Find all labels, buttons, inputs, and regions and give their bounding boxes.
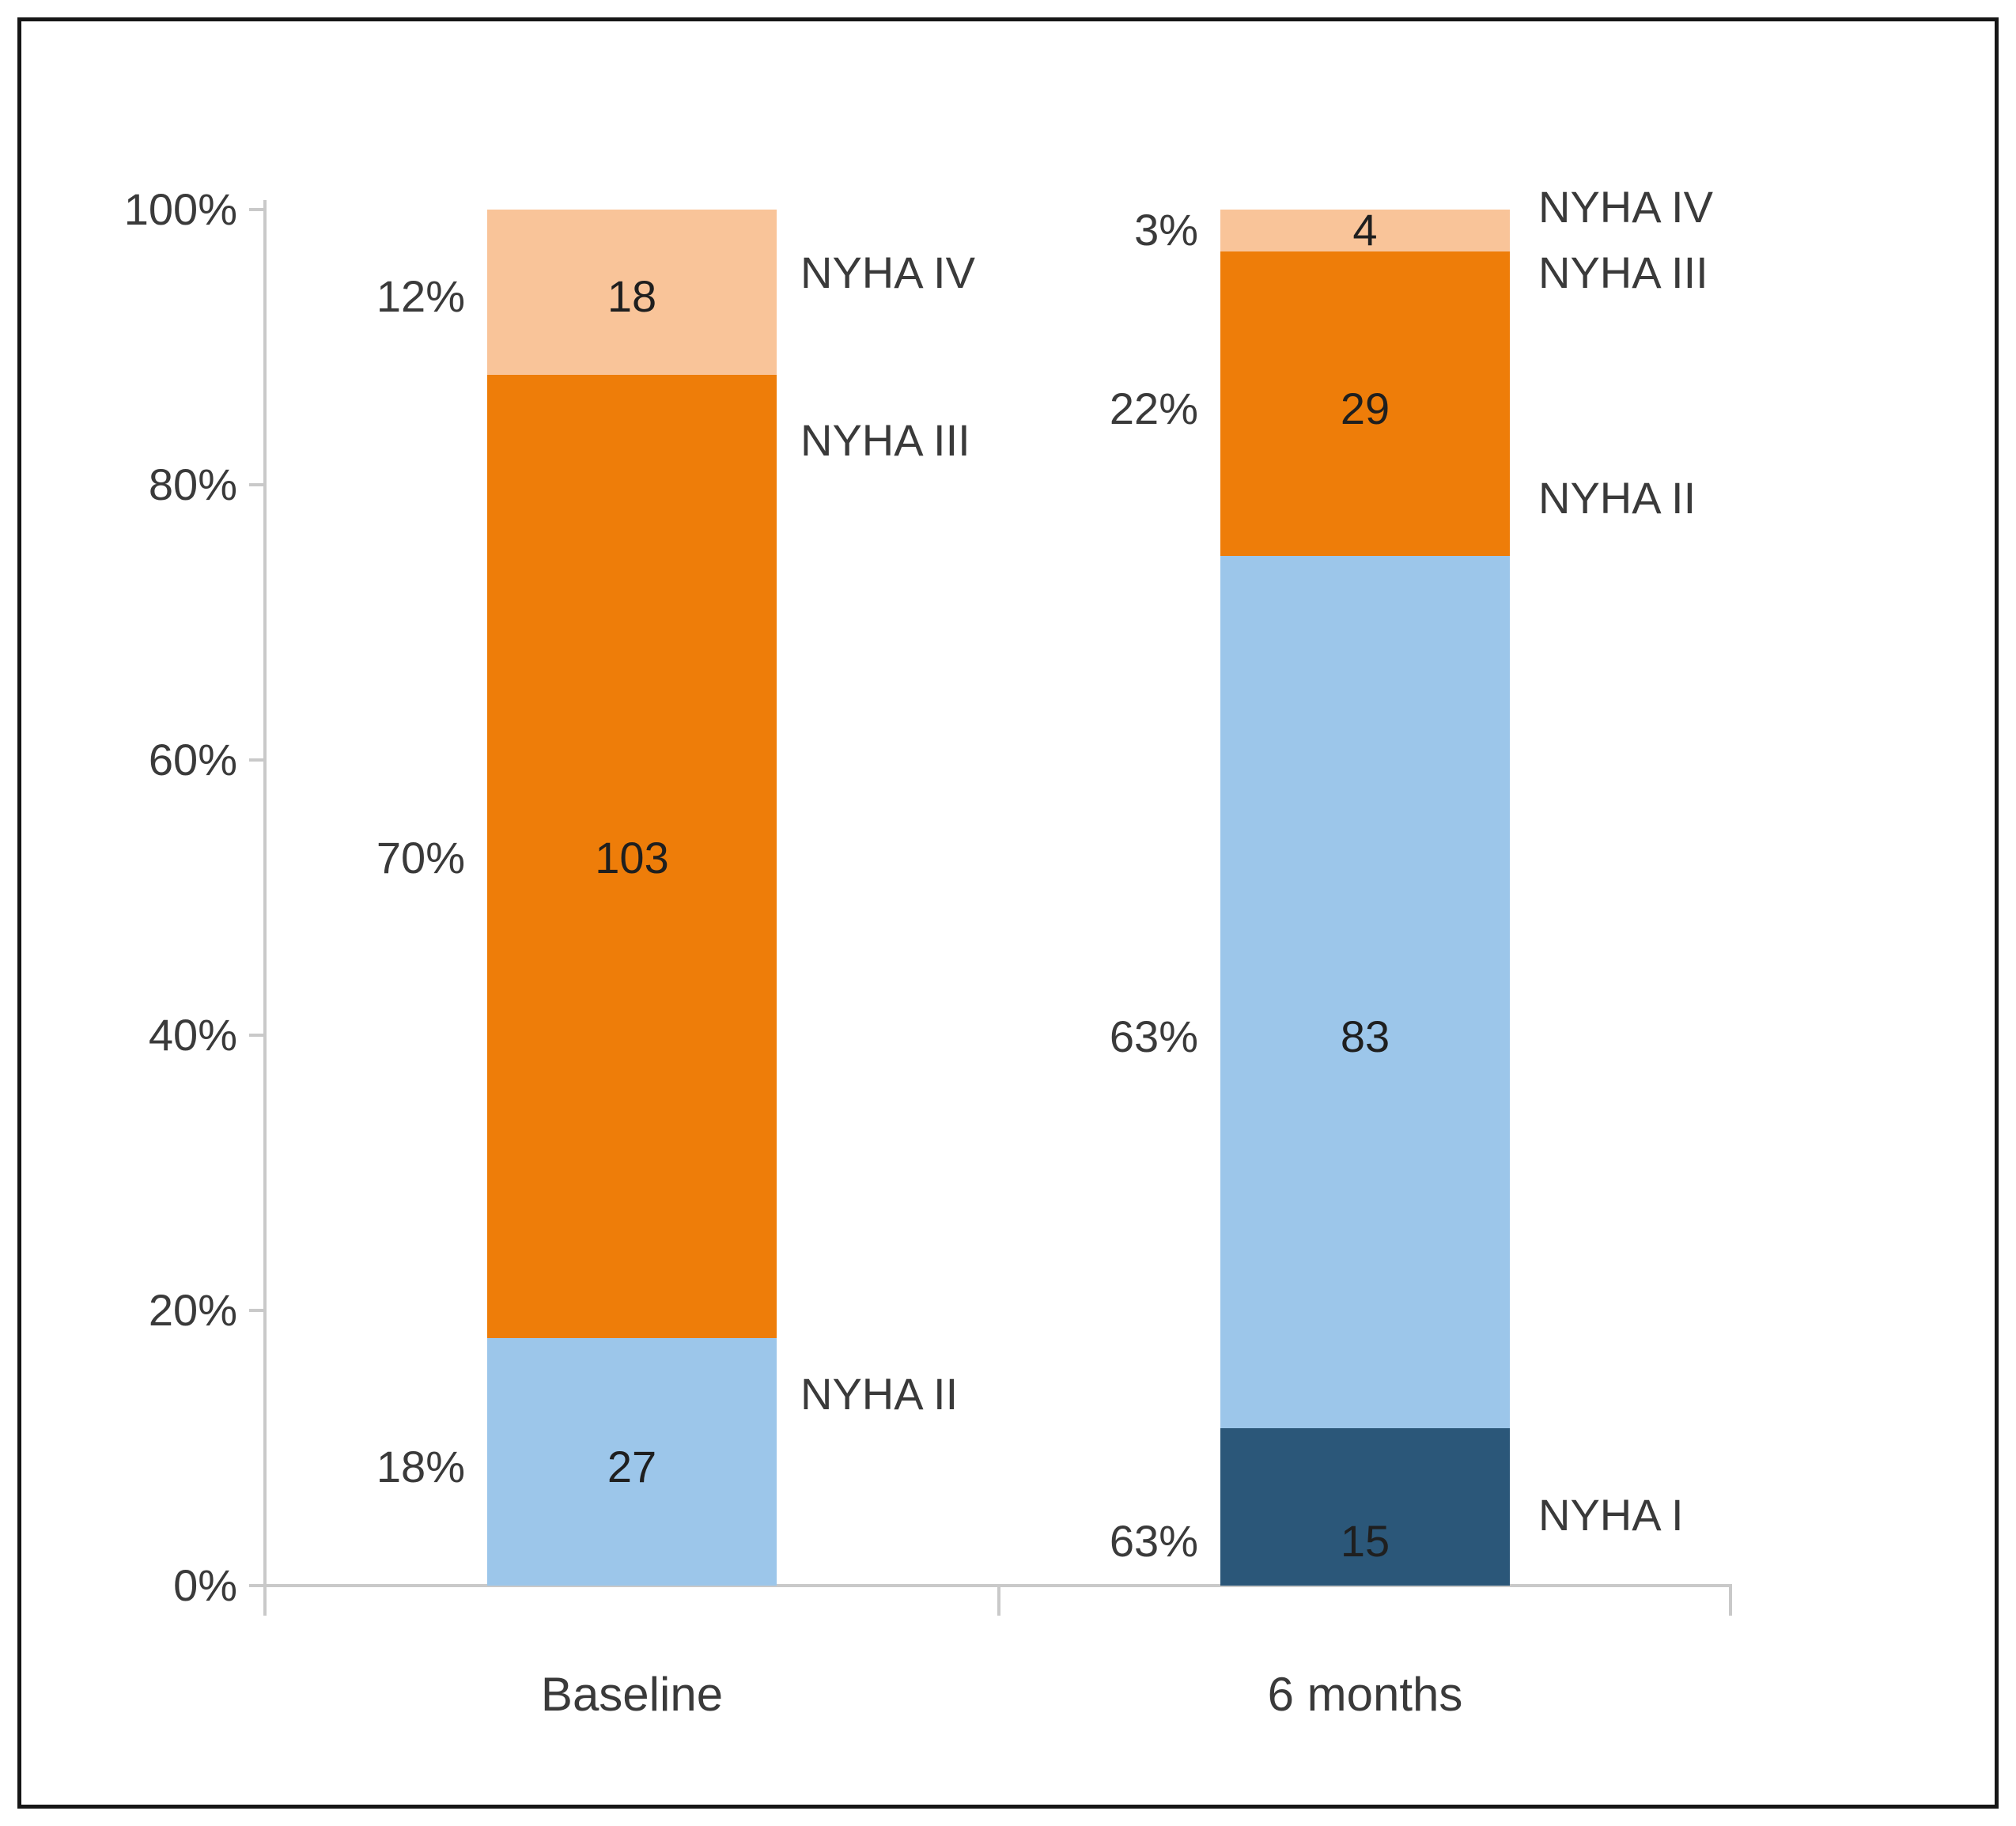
- segment-percent-label: 70%: [376, 832, 465, 883]
- bar-segment: [487, 1337, 777, 1586]
- segment-name-label: NYHA IV: [800, 248, 975, 298]
- x-axis-category-tick: [997, 1584, 1000, 1616]
- figure-border: [17, 17, 1999, 1809]
- category-label: Baseline: [540, 1668, 724, 1721]
- y-tick-label: 20%: [148, 1285, 237, 1335]
- x-axis-end-tick: [1729, 1584, 1732, 1616]
- segment-count-label: 15: [1340, 1516, 1390, 1567]
- segment-percent-label: 63%: [1109, 1516, 1198, 1567]
- segment-count-label: 18: [607, 270, 657, 321]
- bar-segment: [1220, 1427, 1510, 1586]
- segment-name-label: NYHA III: [1538, 248, 1708, 298]
- y-tick-mark: [249, 208, 265, 211]
- segment-name-label: NYHA III: [800, 415, 970, 466]
- segment-name-label: NYHA II: [800, 1369, 959, 1420]
- segment-count-label: 27: [607, 1442, 657, 1492]
- y-tick-mark: [249, 483, 265, 486]
- y-tick-mark: [249, 1034, 265, 1037]
- segment-percent-label: 22%: [1109, 384, 1198, 434]
- segment-percent-label: 18%: [376, 1442, 465, 1492]
- y-tick-label: 60%: [148, 735, 237, 784]
- y-axis-line: [263, 200, 267, 1616]
- y-tick-mark: [249, 1309, 265, 1312]
- y-tick-label: 0%: [173, 1560, 237, 1610]
- segment-count-label: 83: [1340, 1011, 1390, 1061]
- segment-count-label: 29: [1340, 384, 1390, 434]
- segment-percent-label: 63%: [1109, 1011, 1198, 1061]
- segment-count-label: 4: [1352, 205, 1378, 255]
- y-tick-label: 100%: [123, 184, 237, 234]
- bar-segment: [487, 374, 777, 1338]
- bar-segment: [1220, 210, 1510, 252]
- bar-segment: [487, 210, 777, 375]
- bar-segment: [1220, 556, 1510, 1428]
- segment-percent-label: 12%: [376, 270, 465, 321]
- segment-name-label: NYHA I: [1538, 1490, 1684, 1541]
- y-tick-label: 80%: [148, 459, 237, 509]
- segment-count-label: 103: [595, 832, 669, 883]
- segment-percent-label: 3%: [1134, 205, 1198, 255]
- y-tick-mark: [249, 758, 265, 762]
- bar-segment: [1220, 251, 1510, 557]
- category-label: 6 months: [1267, 1668, 1463, 1721]
- y-tick-label: 40%: [148, 1010, 237, 1060]
- segment-name-label: NYHA II: [1538, 473, 1696, 524]
- segment-name-label: NYHA IV: [1538, 181, 1713, 232]
- y-tick-mark: [249, 1584, 265, 1587]
